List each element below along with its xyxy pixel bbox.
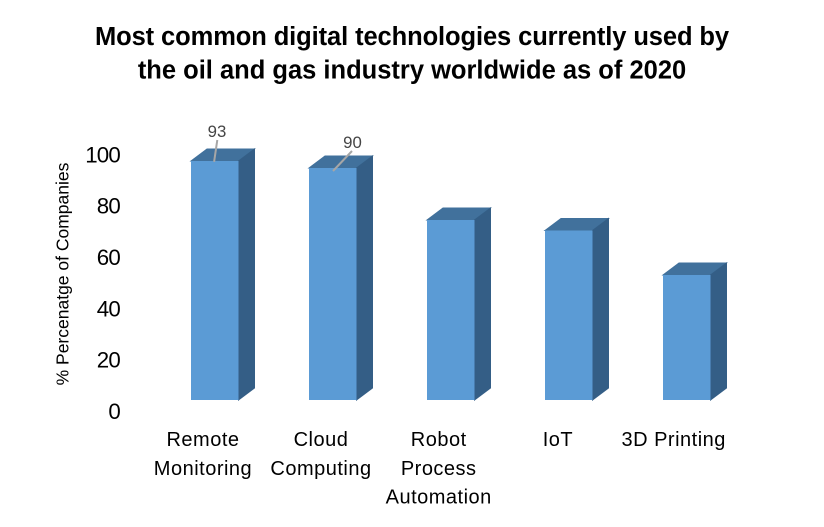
svg-text:Computing: Computing [270, 458, 371, 480]
svg-text:93: 93 [208, 122, 227, 141]
svg-text:Monitoring: Monitoring [154, 458, 252, 480]
svg-text:80: 80 [97, 194, 121, 219]
svg-text:Most common digital technologi: Most common digital technologies current… [95, 23, 730, 51]
svg-text:Remote: Remote [166, 429, 239, 451]
svg-text:20: 20 [97, 348, 121, 373]
svg-text:% Percenatge of Companies: % Percenatge of Companies [53, 162, 73, 385]
svg-text:Robot: Robot [411, 429, 467, 451]
svg-text:Automation: Automation [386, 486, 492, 508]
svg-text:Process: Process [401, 458, 477, 480]
svg-text:60: 60 [97, 245, 121, 270]
svg-text:3D Printing: 3D Printing [621, 429, 725, 451]
svg-text:the oil and gas industry world: the oil and gas industry worldwide as of… [138, 56, 686, 84]
svg-text:90: 90 [343, 133, 362, 152]
svg-text:0: 0 [108, 399, 120, 424]
svg-text:IoT: IoT [543, 429, 573, 451]
svg-text:40: 40 [97, 296, 121, 321]
svg-text:Cloud: Cloud [294, 429, 349, 451]
svg-text:100: 100 [85, 142, 120, 167]
